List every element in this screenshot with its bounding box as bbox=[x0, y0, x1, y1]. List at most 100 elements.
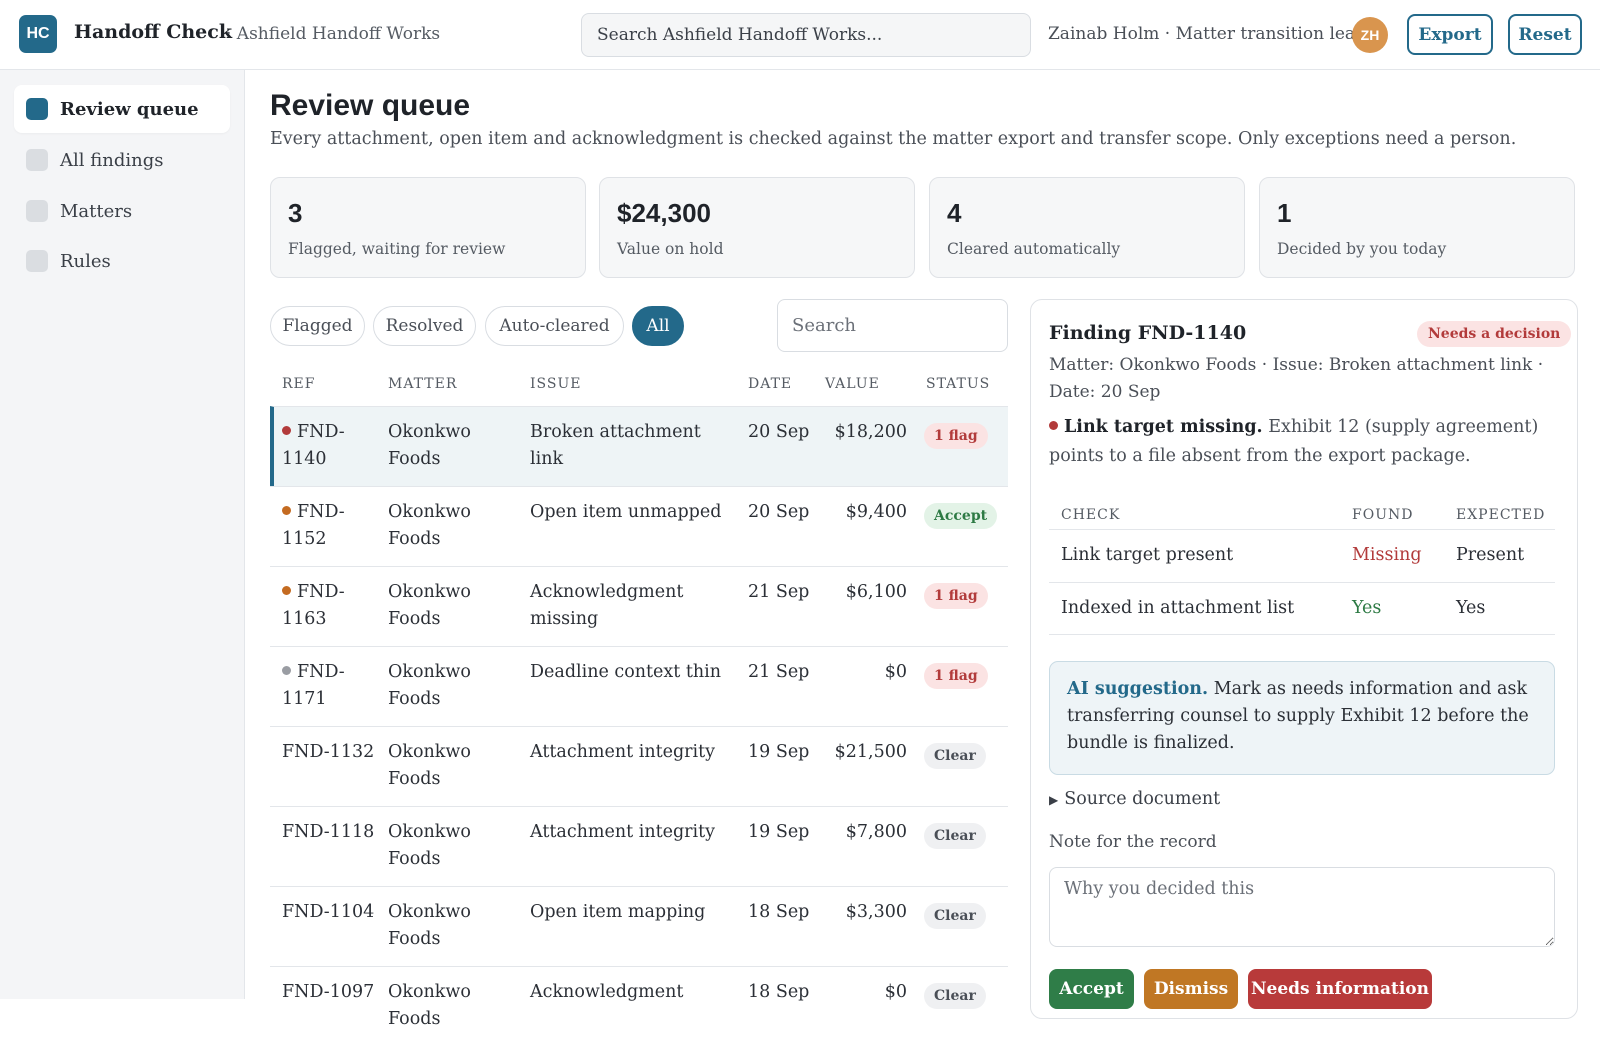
cell-text: 19 Sep bbox=[748, 742, 810, 762]
cell-value: $7,800 bbox=[845, 822, 907, 842]
list-search-input[interactable] bbox=[777, 299, 1008, 352]
cell-text: FND-1097 bbox=[282, 982, 375, 1002]
export-button[interactable]: Export bbox=[1407, 14, 1493, 55]
cell-date: 19 Sep bbox=[748, 739, 812, 766]
source-document-label: Source document bbox=[1064, 789, 1221, 809]
status-badge: Accept bbox=[924, 503, 998, 529]
sidebar-item-matters[interactable]: Matters bbox=[14, 187, 230, 235]
filter-chip-auto-cleared[interactable]: Auto-cleared bbox=[485, 306, 624, 346]
cell-matter: Okonkwo Foods bbox=[388, 499, 513, 553]
table-row[interactable]: FND-1140 Okonkwo Foods Broken attachment l… bbox=[270, 406, 1008, 486]
cell-issue: Attachment integrity bbox=[530, 819, 730, 846]
finding-title: Finding FND-1140 bbox=[1049, 322, 1247, 344]
cell-date: 20 Sep bbox=[748, 419, 812, 446]
cell-text: Deadline context thin bbox=[530, 662, 722, 682]
check-header-expected: EXPECTED bbox=[1456, 507, 1546, 523]
note-label: Note for the record bbox=[1049, 832, 1217, 852]
page-title: Review queue bbox=[270, 89, 471, 122]
cell-text: Okonkwo Foods bbox=[388, 582, 471, 629]
table-row[interactable]: FND-1104 Okonkwo Foods Open item mapping 18… bbox=[270, 886, 1008, 966]
cell-issue: Acknowledgment bbox=[530, 979, 730, 1006]
cell-text: Okonkwo Foods bbox=[388, 822, 471, 869]
filter-chip-flagged[interactable]: Flagged bbox=[270, 306, 365, 346]
avatar[interactable]: ZH bbox=[1352, 17, 1388, 53]
cell-text: Open item unmapped bbox=[530, 502, 722, 522]
sidebar-item-rules[interactable]: Rules bbox=[14, 237, 230, 285]
dismiss-button[interactable]: Dismiss bbox=[1144, 969, 1238, 1009]
check-row: Link target present Missing Present bbox=[1049, 529, 1555, 582]
filter-chip-all[interactable]: All bbox=[632, 306, 684, 346]
sidebar-item-label: Matters bbox=[60, 200, 133, 222]
note-textarea[interactable] bbox=[1049, 867, 1555, 947]
cell-matter: Okonkwo Foods bbox=[388, 419, 513, 473]
cell-text: Okonkwo Foods bbox=[388, 982, 471, 1029]
column-header-matter[interactable]: MATTER bbox=[388, 376, 458, 392]
check-name: Link target present bbox=[1061, 545, 1234, 565]
cell-text: Acknowledgment bbox=[530, 982, 684, 1002]
cell-text: FND-1104 bbox=[282, 902, 375, 922]
cell-ref: FND-1140 bbox=[282, 419, 377, 473]
cell-text: 20 Sep bbox=[748, 422, 810, 442]
cell-value: $9,400 bbox=[845, 502, 907, 522]
check-name: Indexed in attachment list bbox=[1061, 598, 1295, 618]
global-search-input[interactable] bbox=[581, 13, 1031, 57]
status-badge: 1 flag bbox=[924, 423, 988, 449]
cell-matter: Okonkwo Foods bbox=[388, 579, 513, 633]
table-row[interactable]: FND-1118 Okonkwo Foods Attachment integrit… bbox=[270, 806, 1008, 886]
column-header-value[interactable]: VALUE bbox=[825, 376, 880, 392]
cell-date: 21 Sep bbox=[748, 659, 812, 686]
check-found: Missing bbox=[1352, 545, 1422, 565]
cell-value: $18,200 bbox=[834, 422, 907, 442]
cell-text: Acknowledgment missing bbox=[530, 582, 684, 629]
sidebar: Review queue All findings Matters Rules bbox=[0, 70, 245, 999]
cell-text: 19 Sep bbox=[748, 822, 810, 842]
column-header-date[interactable]: DATE bbox=[748, 376, 793, 392]
filter-chip-resolved[interactable]: Resolved bbox=[373, 306, 476, 346]
cell-date: 18 Sep bbox=[748, 899, 812, 926]
issue-text: Exhibit 12 (supply agreement) points to … bbox=[1049, 417, 1539, 466]
ai-suggestion-label: AI suggestion. bbox=[1067, 679, 1209, 699]
sidebar-item-review-queue[interactable]: Review queue bbox=[14, 85, 230, 133]
top-bar: HC Handoff Check · Ashfield Handoff Work… bbox=[0, 0, 1600, 70]
cell-issue: Attachment integrity bbox=[530, 739, 730, 766]
cell-value: $0 bbox=[884, 662, 907, 682]
status-badge: Clear bbox=[924, 743, 986, 769]
table-row[interactable]: FND-1097 Okonkwo Foods Acknowledgment 18 Se… bbox=[270, 966, 1008, 1046]
check-found: Yes bbox=[1352, 598, 1382, 618]
table-row[interactable]: FND-1171 Okonkwo Foods Deadline context th… bbox=[270, 646, 1008, 726]
cell-text: Broken attachment link bbox=[530, 422, 701, 469]
cell-text: Okonkwo Foods bbox=[388, 902, 471, 949]
table-row[interactable]: FND-1152 Okonkwo Foods Open item unmapped 2… bbox=[270, 486, 1008, 566]
cell-issue: Deadline context thin bbox=[530, 659, 730, 686]
ai-suggestion: AI suggestion. Mark as needs information… bbox=[1049, 661, 1555, 775]
stat-label: Value on hold bbox=[617, 240, 724, 258]
source-document-toggle[interactable]: ▶ Source document bbox=[1049, 789, 1220, 809]
cell-date: 20 Sep bbox=[748, 499, 812, 526]
accept-button[interactable]: Accept bbox=[1049, 969, 1134, 1009]
cell-text: Okonkwo Foods bbox=[388, 742, 471, 789]
check-row: Indexed in attachment list Yes Yes bbox=[1049, 582, 1555, 635]
sidebar-item-all-findings[interactable]: All findings bbox=[14, 136, 230, 184]
cell-matter: Okonkwo Foods bbox=[388, 819, 513, 873]
cell-ref: FND-1152 bbox=[282, 499, 377, 553]
check-header-found: FOUND bbox=[1352, 507, 1414, 523]
cell-text: FND-1118 bbox=[282, 822, 375, 842]
cell-date: 19 Sep bbox=[748, 819, 812, 846]
page-subtitle: Every attachment, open item and acknowle… bbox=[270, 129, 1517, 149]
cell-matter: Okonkwo Foods bbox=[388, 899, 513, 953]
table-row[interactable]: FND-1163 Okonkwo Foods Acknowledgment miss… bbox=[270, 566, 1008, 646]
cell-date: 18 Sep bbox=[748, 979, 812, 1006]
needs-information-button[interactable]: Needs information bbox=[1248, 969, 1432, 1009]
cell-text: Okonkwo Foods bbox=[388, 502, 471, 549]
cell-issue: Open item unmapped bbox=[530, 499, 730, 526]
cell-issue: Broken attachment link bbox=[530, 419, 730, 473]
reset-button[interactable]: Reset bbox=[1508, 14, 1582, 55]
column-header-ref[interactable]: REF bbox=[282, 376, 316, 392]
column-header-status[interactable]: STATUS bbox=[926, 376, 991, 392]
stat-value: 3 bbox=[288, 198, 303, 228]
check-header-check: CHECK bbox=[1061, 507, 1121, 523]
stat-value: 1 bbox=[1277, 198, 1292, 228]
column-header-issue[interactable]: ISSUE bbox=[530, 376, 582, 392]
table-row[interactable]: FND-1132 Okonkwo Foods Attachment integrit… bbox=[270, 726, 1008, 806]
cell-text: FND-1132 bbox=[282, 742, 375, 762]
